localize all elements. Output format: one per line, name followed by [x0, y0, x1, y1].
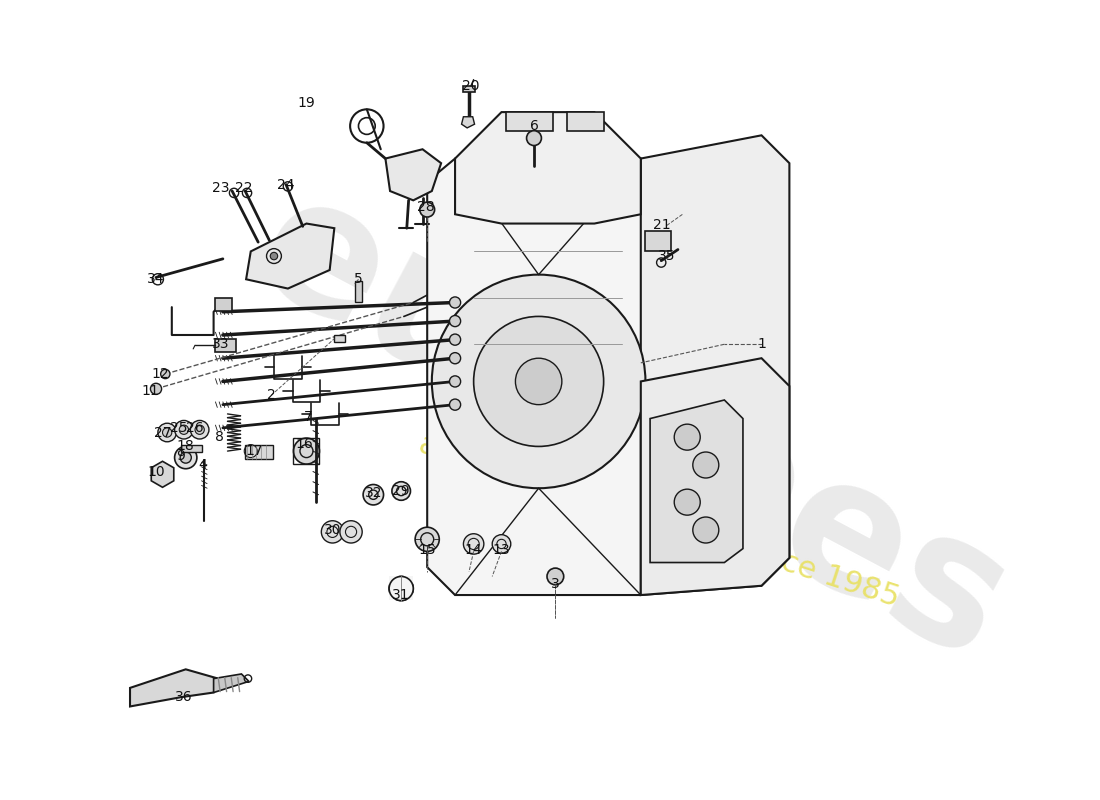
Text: 11: 11: [142, 384, 160, 398]
Circle shape: [450, 315, 461, 326]
Circle shape: [163, 428, 172, 437]
Circle shape: [175, 446, 197, 469]
Circle shape: [179, 425, 188, 434]
Circle shape: [450, 399, 461, 410]
Text: 26: 26: [186, 421, 204, 435]
Circle shape: [415, 527, 439, 551]
Circle shape: [450, 334, 461, 346]
Text: 16: 16: [296, 437, 314, 450]
Text: 33: 33: [212, 338, 230, 351]
Circle shape: [420, 202, 434, 217]
Polygon shape: [246, 223, 334, 289]
Text: 9: 9: [176, 449, 185, 462]
Polygon shape: [427, 158, 669, 595]
Circle shape: [450, 376, 461, 387]
Circle shape: [674, 489, 701, 515]
Polygon shape: [463, 86, 474, 92]
Text: 6: 6: [529, 119, 538, 133]
Circle shape: [674, 424, 701, 450]
Text: 15: 15: [418, 543, 436, 558]
Polygon shape: [213, 674, 249, 693]
Text: 32: 32: [364, 486, 382, 500]
Bar: [334, 335, 345, 342]
Polygon shape: [506, 112, 552, 130]
Circle shape: [450, 353, 461, 364]
Circle shape: [321, 521, 343, 543]
Bar: [216, 298, 232, 311]
Circle shape: [294, 438, 319, 464]
Circle shape: [195, 425, 205, 434]
Text: 2: 2: [267, 388, 276, 402]
Text: 17: 17: [245, 444, 263, 458]
Bar: [389, 577, 414, 600]
Bar: [294, 438, 319, 464]
Text: 24: 24: [277, 178, 295, 191]
Circle shape: [693, 452, 718, 478]
Polygon shape: [385, 150, 441, 200]
Circle shape: [175, 421, 194, 439]
Polygon shape: [152, 462, 174, 487]
Circle shape: [158, 423, 176, 442]
Bar: [245, 445, 273, 458]
Text: 18: 18: [177, 439, 195, 454]
Text: 5: 5: [354, 272, 363, 286]
Bar: [182, 445, 201, 452]
Text: 1: 1: [757, 338, 766, 351]
Polygon shape: [641, 135, 790, 595]
Circle shape: [474, 317, 604, 446]
Circle shape: [340, 521, 362, 543]
Text: 13: 13: [493, 543, 510, 558]
Polygon shape: [566, 112, 604, 130]
Text: 29: 29: [393, 484, 410, 498]
Text: 23: 23: [212, 182, 230, 195]
Text: 34: 34: [147, 272, 165, 286]
Circle shape: [392, 482, 410, 500]
Text: 8: 8: [214, 430, 223, 444]
Circle shape: [432, 274, 646, 488]
Circle shape: [527, 130, 541, 146]
Text: 7: 7: [304, 410, 312, 424]
Circle shape: [389, 577, 414, 601]
Circle shape: [363, 485, 384, 505]
Polygon shape: [130, 670, 218, 706]
Circle shape: [151, 383, 162, 394]
Bar: [646, 231, 671, 251]
Circle shape: [190, 421, 209, 439]
Text: 22: 22: [234, 182, 252, 195]
Text: 14: 14: [465, 543, 483, 558]
Text: 36: 36: [175, 690, 192, 704]
Circle shape: [161, 370, 170, 378]
Circle shape: [492, 534, 510, 554]
Text: 28: 28: [417, 200, 434, 214]
Text: 25: 25: [169, 421, 187, 435]
Text: 19: 19: [298, 96, 316, 110]
Polygon shape: [650, 400, 743, 562]
Text: 12: 12: [152, 367, 169, 381]
Circle shape: [180, 452, 191, 463]
Text: 4: 4: [198, 458, 207, 472]
Text: 35: 35: [658, 249, 675, 263]
Text: 27: 27: [154, 426, 172, 439]
Circle shape: [271, 252, 277, 260]
Text: 10: 10: [147, 466, 165, 479]
Polygon shape: [641, 358, 790, 595]
Text: 20: 20: [462, 79, 480, 93]
Bar: [216, 338, 235, 352]
Text: 31: 31: [393, 588, 410, 602]
Polygon shape: [455, 112, 641, 223]
Text: a passion for porsche since 1985: a passion for porsche since 1985: [416, 429, 903, 612]
Text: 3: 3: [551, 577, 560, 591]
Polygon shape: [462, 117, 474, 128]
Bar: [355, 281, 362, 302]
Circle shape: [547, 568, 563, 585]
Circle shape: [516, 358, 562, 405]
Text: 30: 30: [323, 523, 341, 537]
Circle shape: [463, 534, 484, 554]
Text: europes: europes: [227, 157, 1036, 698]
Text: 21: 21: [653, 218, 671, 233]
Circle shape: [693, 517, 718, 543]
Circle shape: [450, 297, 461, 308]
